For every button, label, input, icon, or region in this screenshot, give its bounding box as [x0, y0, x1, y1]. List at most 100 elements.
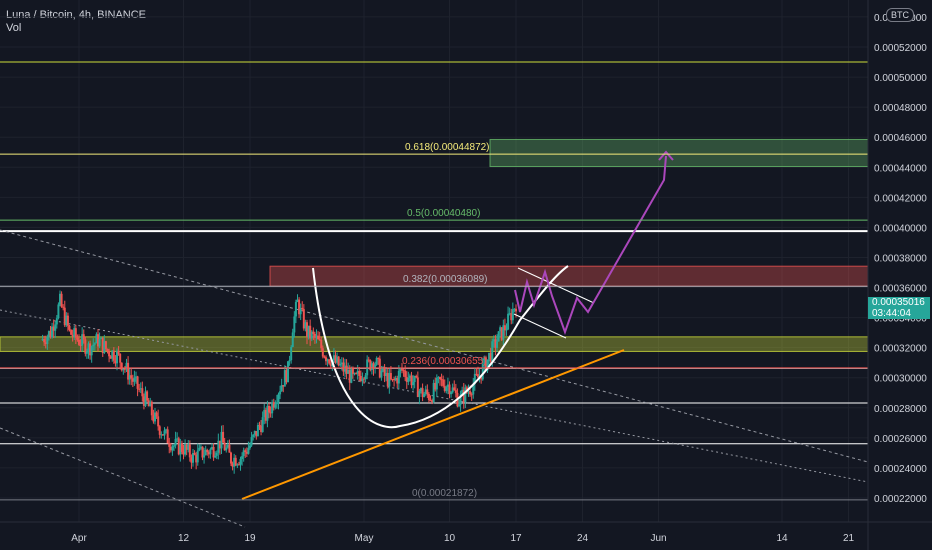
y-tick-label: 0.00026000 [874, 434, 927, 445]
candle-body [144, 391, 147, 406]
candle-body [388, 372, 391, 387]
candle-body [290, 347, 293, 361]
candle-body [427, 393, 430, 401]
candle-body [347, 370, 350, 374]
y-tick-label: 0.00046000 [874, 133, 927, 144]
candle-body [429, 400, 432, 402]
candle-body [302, 309, 305, 329]
y-tick-label: 0.00034000 [874, 314, 927, 325]
candle-body [104, 341, 107, 350]
candle-body [199, 446, 202, 448]
candle-body [150, 401, 153, 416]
candle-body [462, 389, 465, 403]
candle-body [233, 457, 236, 467]
zone-resistance [269, 265, 869, 287]
candle-body [81, 334, 84, 346]
candle-body [510, 313, 513, 321]
candle-body [147, 400, 150, 407]
candle-body [505, 329, 508, 331]
candle-body [103, 341, 106, 353]
candle-body [502, 325, 505, 340]
candle-body [299, 307, 302, 315]
candle-body [356, 371, 359, 374]
candle-body [307, 325, 310, 338]
candle-body [337, 356, 340, 366]
candle-body [176, 438, 179, 440]
candle-body [245, 452, 248, 454]
candle-body [101, 337, 104, 353]
last-price-value: 0.00035016 [872, 297, 925, 308]
candle-body [98, 339, 101, 347]
candle-body [321, 348, 324, 357]
y-tick-label: 0.00048000 [874, 103, 927, 114]
candle-body [396, 377, 399, 384]
candle-body [450, 392, 453, 395]
x-tick-label: Jun [650, 533, 666, 544]
candle-body [85, 351, 88, 354]
candle-body [174, 438, 177, 446]
candle-body [424, 389, 427, 394]
candle-body [169, 446, 172, 451]
candle-body [60, 293, 63, 307]
candle-body [161, 434, 164, 436]
candle-body [119, 353, 122, 363]
candle-body [173, 445, 175, 447]
candle-body [408, 375, 411, 378]
candle-body [473, 373, 476, 385]
candle-body [469, 391, 472, 395]
volume-indicator-label[interactable]: Vol [6, 22, 22, 34]
candle-body [507, 313, 510, 330]
candle-body [385, 372, 388, 377]
candle-body [247, 448, 250, 454]
candle-body [260, 425, 263, 433]
fib-label: 0.5(0.00040480) [407, 208, 480, 219]
candle-body [130, 375, 133, 379]
candle-body [386, 372, 389, 387]
candle-body [59, 293, 61, 305]
candle-body [304, 322, 307, 329]
candle-body [133, 377, 136, 382]
candle-body [44, 342, 47, 344]
candle-body [361, 378, 364, 382]
candle-body [344, 365, 346, 372]
currency-badge[interactable]: BTC [886, 8, 914, 22]
candle-body [188, 444, 191, 458]
candle-body [364, 375, 367, 380]
candle-body [329, 363, 332, 367]
candle-body [114, 360, 117, 364]
candle-body [90, 346, 93, 356]
candle-body [234, 457, 237, 466]
fib-label: 0.618(0.00044872) [405, 142, 490, 153]
symbol-title[interactable]: Luna / Bitcoin, 4h, BINANCE [6, 9, 147, 21]
candle-body [141, 388, 144, 397]
candle-body [407, 377, 410, 382]
candle-body [481, 363, 484, 380]
candle-body [239, 458, 242, 465]
ascending-trendline [241, 349, 625, 500]
candle-body [375, 357, 378, 365]
candle-body [494, 339, 497, 348]
chart-drawings [312, 150, 674, 429]
candle-body [158, 426, 161, 435]
flag-line-top [517, 267, 595, 304]
candle-body [285, 370, 288, 383]
candle-body [310, 331, 313, 339]
candle-body [279, 391, 282, 395]
channel-line [0, 427, 246, 528]
candle-body [348, 370, 351, 383]
candle-body [142, 396, 145, 406]
candle-body [212, 446, 215, 458]
candle-body [272, 402, 275, 408]
candle-body [515, 308, 517, 312]
fib-label: 0.382(0.00036089) [403, 274, 488, 285]
candle-body [109, 356, 112, 359]
candle-body [416, 377, 419, 398]
candle-body [46, 336, 49, 344]
candle-body [340, 362, 343, 364]
candle-body [470, 394, 473, 396]
candle-body [211, 446, 213, 450]
candle-body [275, 402, 278, 405]
candle-body [100, 337, 103, 340]
candle-body [458, 404, 460, 407]
